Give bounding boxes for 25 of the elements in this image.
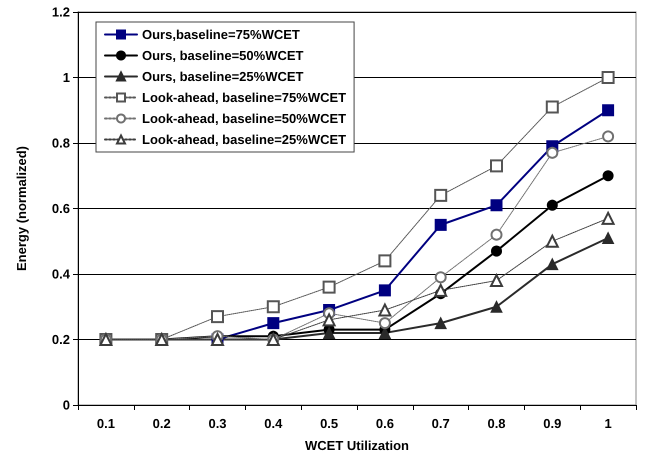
x-tick-label: 0.3 [208,416,227,431]
y-tick-label: 0.4 [52,266,71,282]
x-tick-label: 0.2 [152,416,171,431]
legend-label: Ours, baseline=50%WCET [142,48,304,63]
x-tick-label: 0.6 [376,416,394,431]
x-tick-label: 0.7 [432,416,450,431]
x-tick-label: 0.9 [543,416,562,431]
y-tick-label: 0.6 [52,201,70,216]
legend-label: Look-ahead, baseline=25%WCET [142,132,346,147]
legend-label: Ours, baseline=25%WCET [142,69,304,84]
y-axis-title: Energy (normalized) [14,146,29,271]
y-tick-label: 0.2 [52,332,70,347]
legend-label: Ours,baseline=75%WCET [142,27,300,42]
x-tick-label: 0.8 [487,416,506,431]
x-tick-label: 1 [604,416,612,431]
y-tick-label: 0.8 [52,136,70,150]
x-axis-title: WCET Utilization [305,438,410,453]
x-tick-label: 0.4 [264,416,284,431]
y-tick-label: 0 [62,398,70,412]
y-tick-label: 1.2 [52,4,70,20]
legend-label: Look-ahead, baseline=75%WCET [142,90,346,105]
x-tick-label: 0.5 [320,416,338,431]
legend-label: Look-ahead, baseline=50%WCET [142,111,346,126]
y-tick-label: 1 [62,70,70,85]
x-tick-label: 0.1 [96,416,115,431]
